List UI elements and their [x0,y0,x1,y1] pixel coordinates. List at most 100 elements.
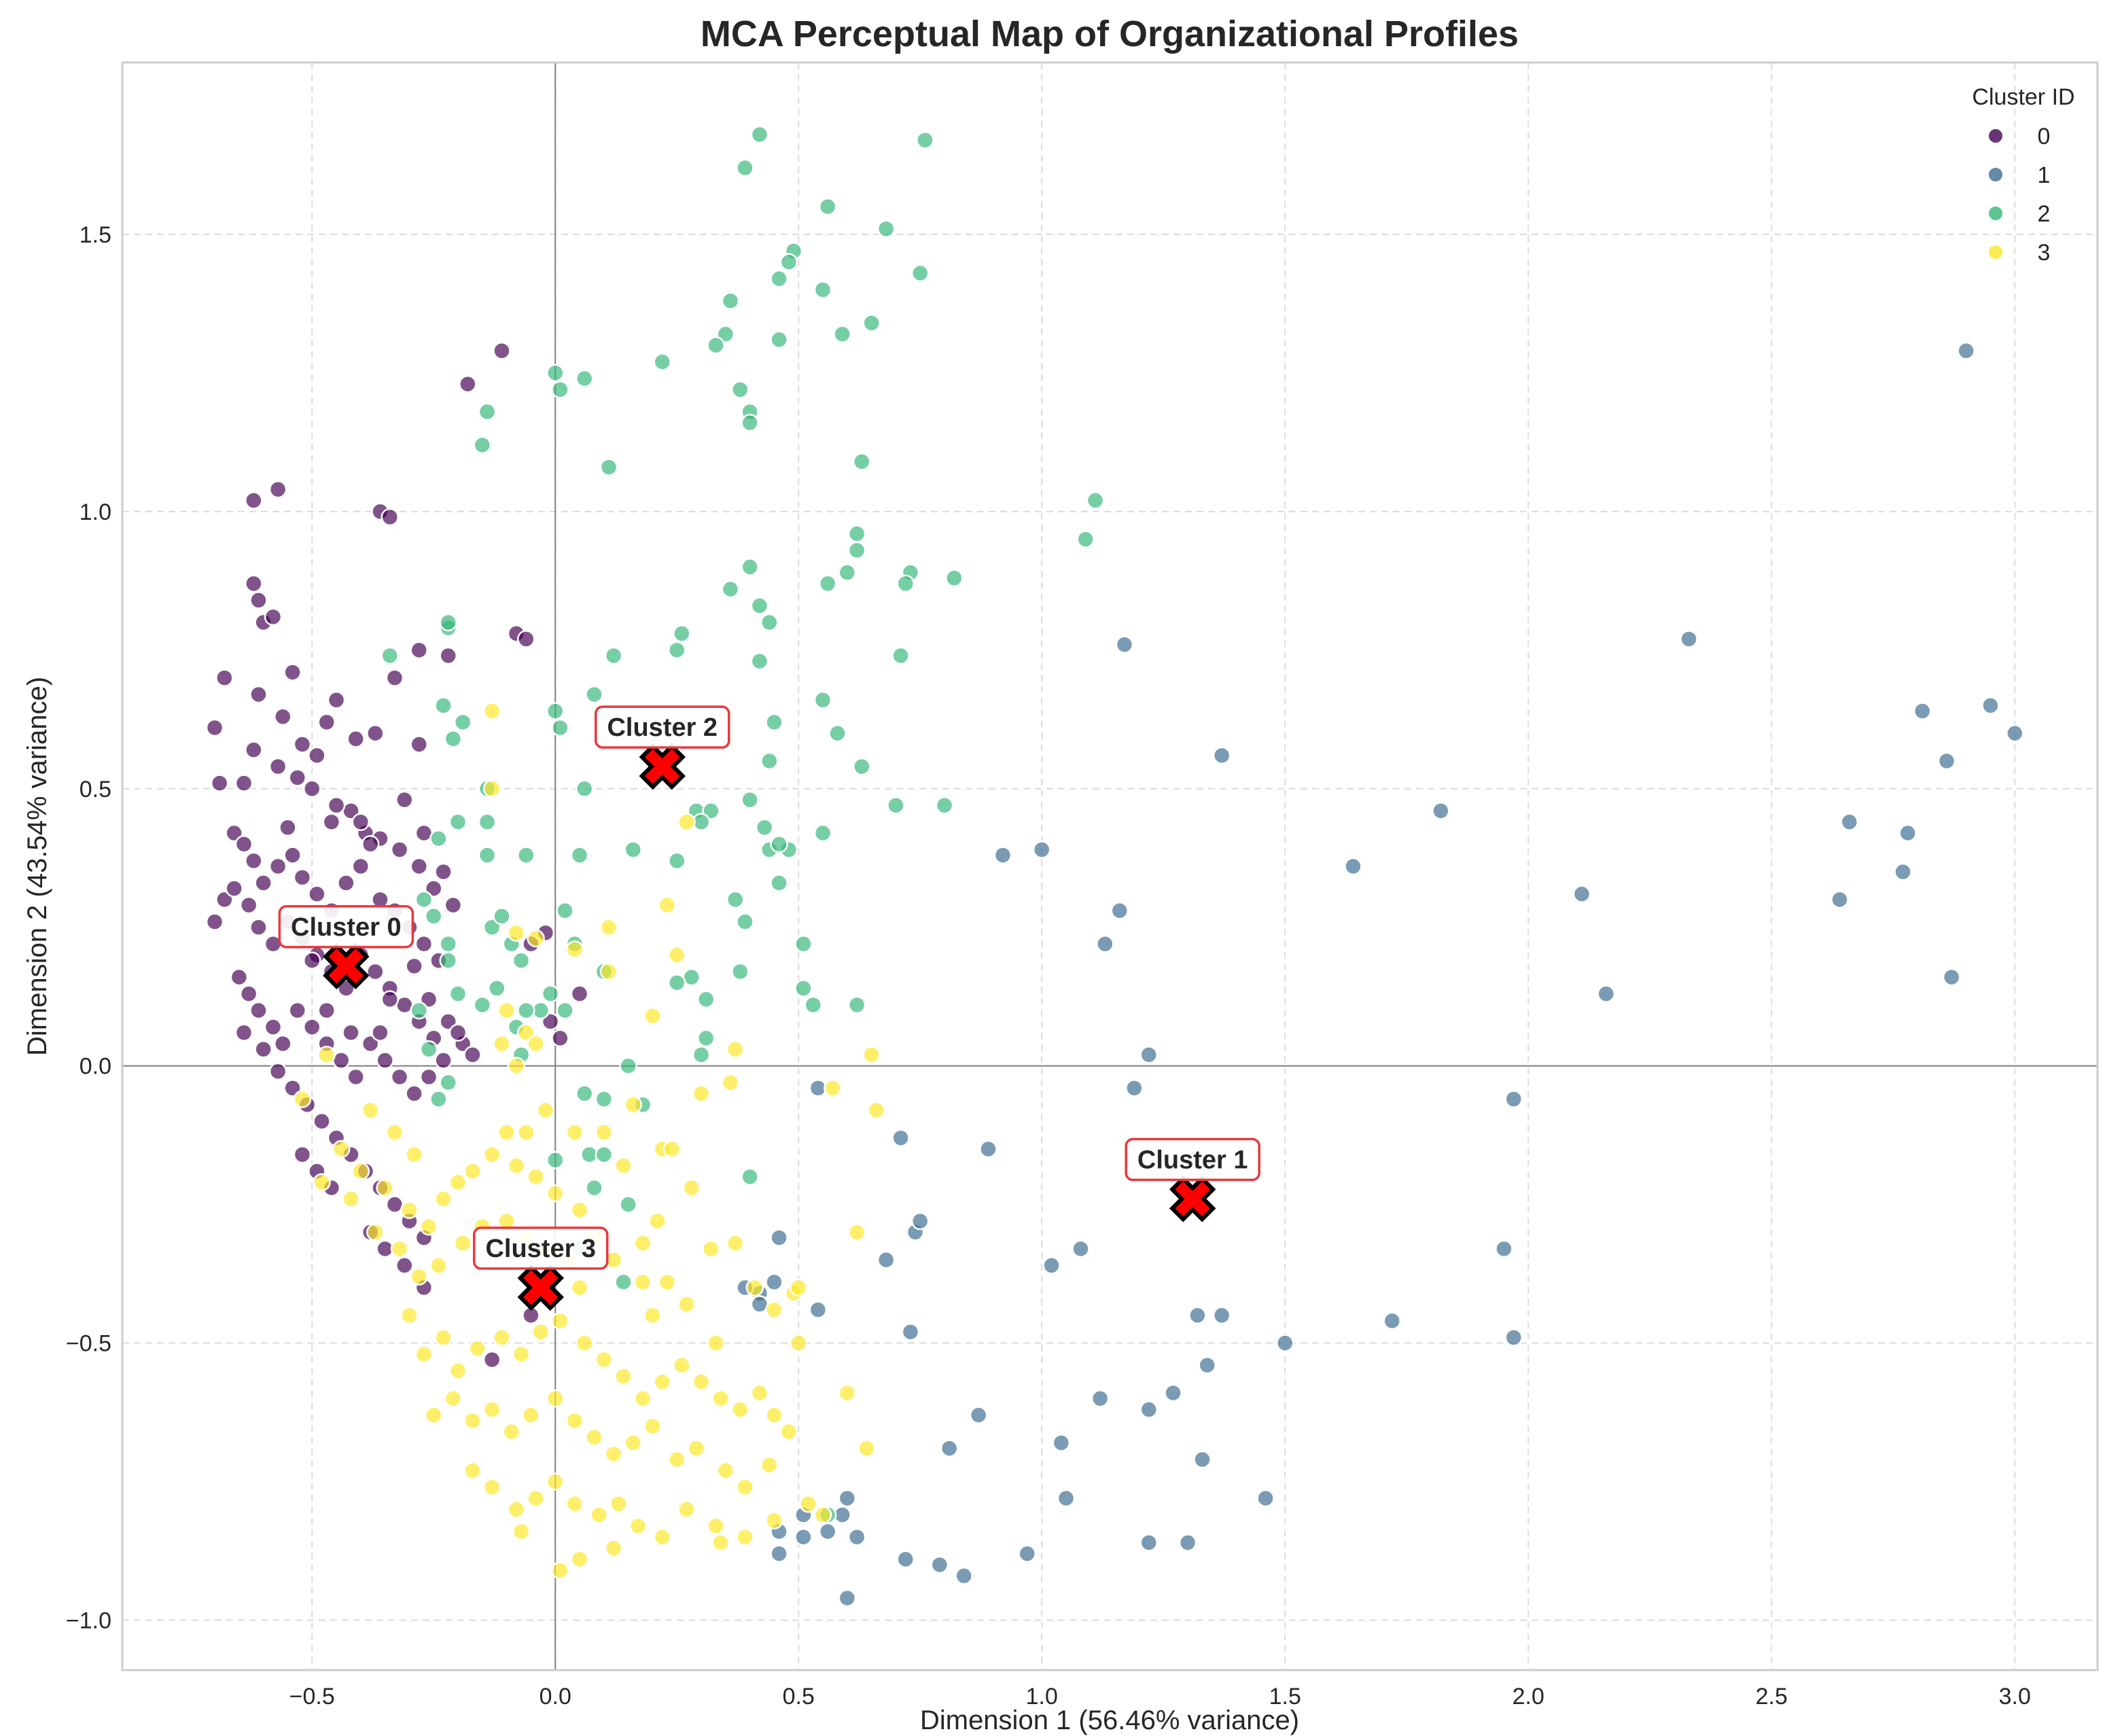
data-point [366,724,385,743]
data-point [268,757,287,776]
data-point [750,125,769,144]
data-point [1981,696,2000,715]
y-tick-labels: −1.0 −0.5 0.0 0.5 1.0 1.5 [66,222,111,1634]
legend-label: 2 [2038,201,2051,227]
data-point [414,934,434,953]
data-point [351,813,370,831]
data-point [867,1101,886,1120]
data-point [653,1372,672,1392]
data-point [1125,1079,1144,1097]
data-point [322,813,341,831]
data-point [993,846,1012,864]
data-point [799,1494,817,1513]
data-point [570,985,589,1003]
data-point [790,1334,808,1352]
data-point [838,1589,857,1608]
data-point [585,685,603,704]
data-point [347,730,365,748]
data-point [614,1273,633,1292]
data-point [770,1228,788,1247]
data-point [313,1112,331,1131]
data-point [1276,1334,1294,1352]
data-point [482,779,501,798]
data-point [857,1439,876,1457]
data-point [439,951,457,970]
data-point [1937,751,1956,770]
data-point [512,1522,531,1541]
data-point [741,414,759,432]
data-point [453,1234,472,1253]
data-point [342,1190,360,1208]
data-point [293,735,312,754]
data-point [444,896,463,915]
data-point [439,646,457,665]
legend-entry: 1 [1987,162,2050,188]
data-point [234,835,253,853]
data-point [930,1555,949,1574]
data-point [317,713,336,732]
data-point [448,985,467,1003]
data-point [818,1522,837,1541]
data-point [434,862,453,881]
data-point [551,1029,569,1048]
data-point [512,1345,531,1364]
data-point [424,1406,443,1424]
data-point [283,663,302,681]
data-point [482,1350,501,1369]
data-point [448,1023,467,1042]
data-point [721,291,740,311]
data-point [249,918,268,936]
data-point [366,1223,385,1241]
data-point [283,846,302,864]
data-point [668,851,686,870]
data-point [765,1300,783,1319]
data-point [619,1057,637,1075]
data-point [274,707,292,726]
data-point [1091,1389,1110,1408]
data-point [249,685,268,704]
data-point [1018,1544,1037,1563]
data-point [302,779,321,798]
data-point [911,1211,930,1230]
data-point [1256,1489,1275,1508]
data-point [668,1450,686,1469]
centroid-x-marker [517,1264,565,1311]
cluster-centroids: Cluster 0 Cluster 1 Cluster 2 Cluster 3 [278,705,1260,1311]
data-point [1052,1434,1071,1452]
data-point [546,702,565,720]
data-point [551,718,569,737]
data-point [234,774,253,792]
data-point [1115,635,1134,654]
data-point [429,1256,448,1275]
data-point [901,1323,920,1341]
data-point [677,1500,696,1519]
data-point [448,1362,467,1380]
data-point [585,1428,603,1447]
plot-frame [121,61,2099,1671]
legend: Cluster ID 0 1 2 3 [1972,84,2074,266]
data-point [687,1439,706,1457]
data-point [1495,1239,1513,1258]
data-point [765,1406,783,1424]
data-point [531,1323,550,1341]
data-point [215,890,234,909]
legend-marker [1987,128,2004,144]
data-point [1164,1383,1182,1402]
data-point [405,1145,423,1164]
data-point [750,652,769,671]
data-point [536,1101,555,1120]
data-point [590,1506,608,1524]
data-point [517,1001,535,1020]
data-point [760,613,779,632]
data-point [473,436,492,455]
centroid-label-box [473,1226,609,1270]
data-point [570,1550,589,1569]
data-point [410,735,429,754]
data-point [1344,857,1362,876]
centroid-label-box [278,905,414,949]
data-point [736,158,754,177]
data-point [478,846,497,864]
data-point [838,1489,857,1508]
series-cluster-0 [205,341,589,1369]
